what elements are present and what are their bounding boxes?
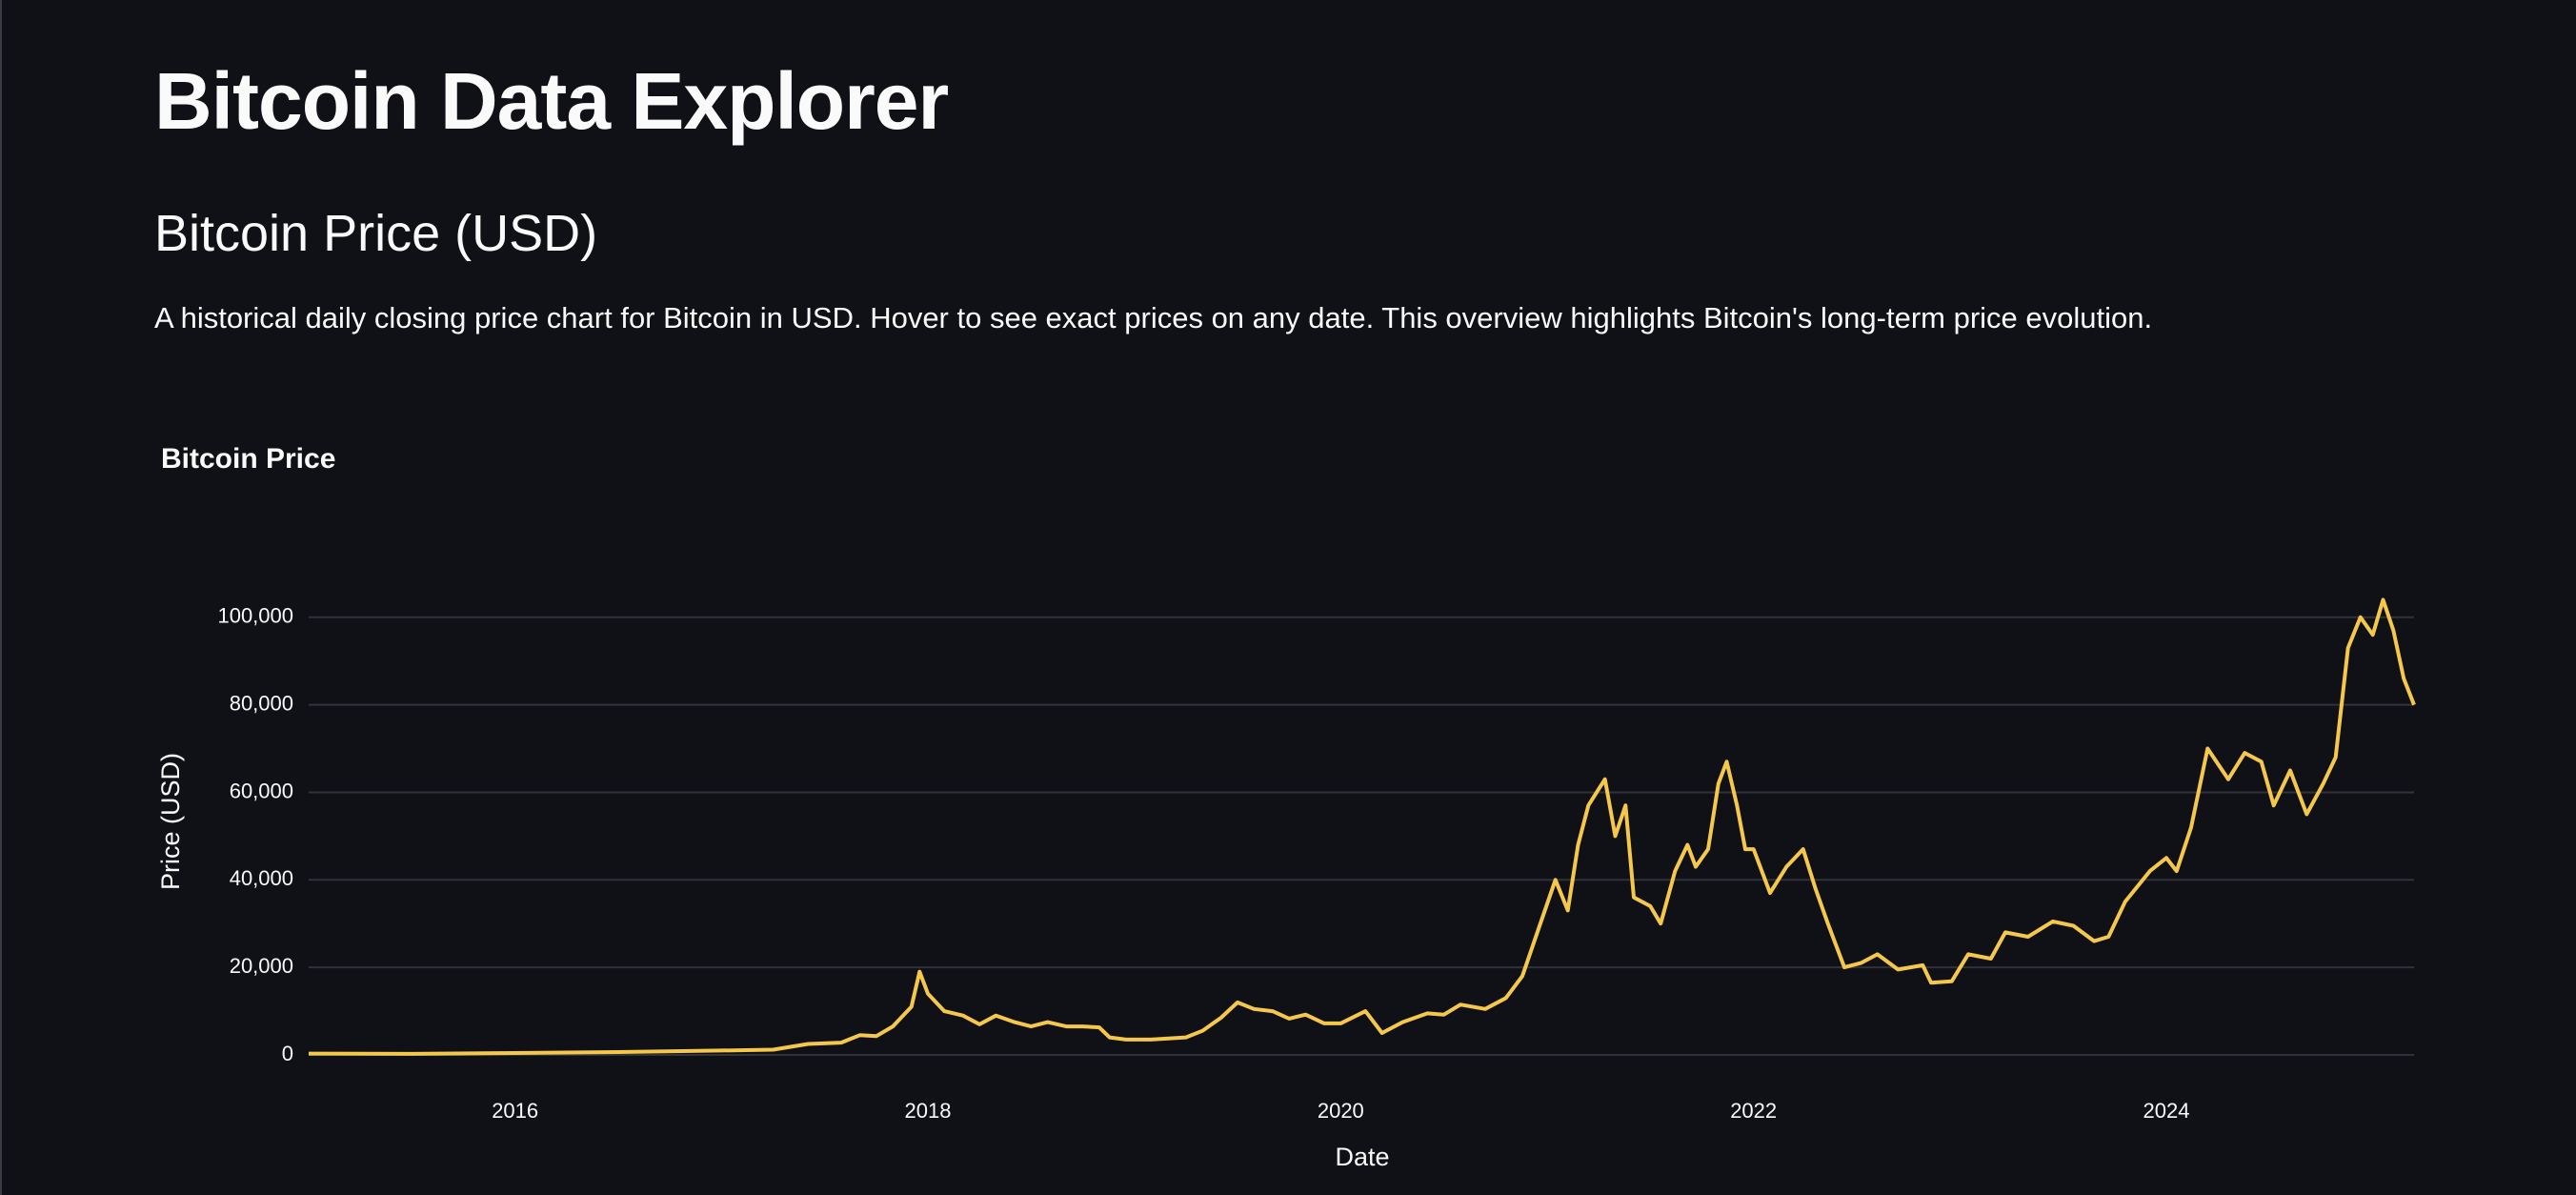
chart-title: Bitcoin Price (161, 443, 335, 475)
page-title: Bitcoin Data Explorer (154, 56, 949, 146)
subheader: Bitcoin Price (USD) (154, 205, 598, 262)
y-axis-label: Price (USD) (156, 753, 185, 890)
x-tick-label: 2022 (1730, 1099, 1777, 1123)
y-tick-label: 60,000 (230, 779, 293, 802)
y-tick-label: 0 (282, 1042, 293, 1065)
y-tick-label: 40,000 (230, 866, 293, 890)
x-tick-label: 2018 (905, 1099, 952, 1123)
y-tick-label: 100,000 (217, 604, 293, 628)
x-tick-label: 2020 (1318, 1099, 1364, 1123)
y-tick-label: 80,000 (230, 691, 293, 715)
y-tick-label: 20,000 (230, 954, 293, 978)
price-line (308, 598, 2416, 1056)
x-tick-label: 2016 (492, 1099, 538, 1123)
description: A historical daily closing price chart f… (154, 301, 2153, 334)
x-axis-label: Date (1335, 1143, 1389, 1171)
x-tick-label: 2024 (2143, 1099, 2190, 1123)
